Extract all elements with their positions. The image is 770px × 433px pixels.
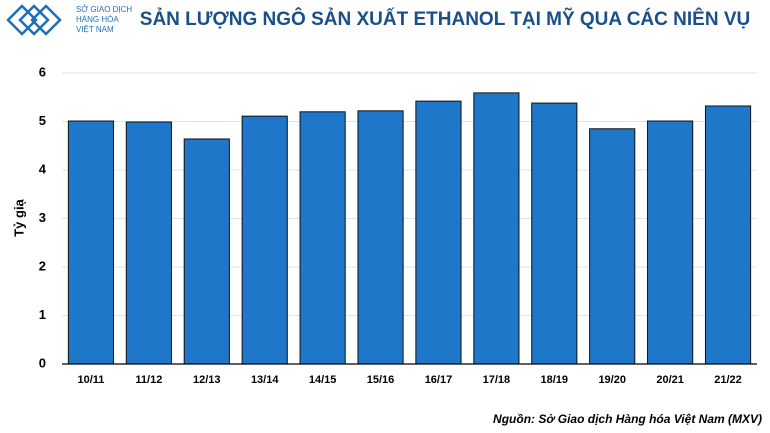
logo-text: HÀNG HÓA	[76, 15, 119, 24]
bar	[67, 120, 115, 365]
x-tick-label: 17/18	[483, 374, 511, 386]
x-tick-label: 21/22	[714, 374, 742, 386]
bar	[647, 120, 694, 365]
bar	[241, 115, 288, 365]
bar	[589, 128, 636, 365]
bar	[704, 105, 752, 365]
x-tick-label: 12/13	[193, 374, 221, 386]
logo-text: VIỆT NAM	[76, 25, 114, 34]
y-tick-label: 0	[39, 355, 46, 370]
y-tick-label: 1	[39, 307, 46, 322]
bar	[299, 111, 346, 365]
bar	[125, 121, 172, 365]
x-tick-label: 16/17	[425, 374, 453, 386]
x-tick-label: 10/11	[77, 374, 104, 386]
bar	[531, 102, 578, 365]
y-tick-label: 5	[39, 113, 46, 128]
x-tick-label: 18/19	[541, 374, 569, 386]
y-tick-label: 6	[39, 64, 46, 79]
x-tick-label: 14/15	[309, 374, 337, 386]
logo-icon	[6, 4, 62, 36]
y-tick-label: 3	[39, 210, 46, 225]
bar	[473, 92, 520, 365]
y-tick-label: 4	[39, 161, 47, 176]
logo-text: SỞ GIAO DỊCH	[76, 5, 132, 14]
y-tick-label: 2	[39, 258, 46, 273]
x-tick-label: 15/16	[367, 374, 395, 386]
x-tick-label: 20/21	[656, 374, 684, 386]
x-tick-label: 19/20	[598, 374, 626, 386]
x-tick-label: 13/14	[251, 374, 279, 386]
x-tick-label: 11/12	[135, 374, 162, 386]
bar	[357, 110, 404, 365]
y-axis-label: Tỷ giạ	[11, 198, 26, 236]
source-note: Nguồn: Sở Giao dịch Hàng hóa Việt Nam (M…	[493, 412, 762, 426]
bar	[415, 100, 462, 365]
bar	[183, 138, 230, 365]
chart-title: SẢN LƯỢNG NGÔ SẢN XUẤT ETHANOL TẠI MỸ QU…	[140, 8, 750, 30]
